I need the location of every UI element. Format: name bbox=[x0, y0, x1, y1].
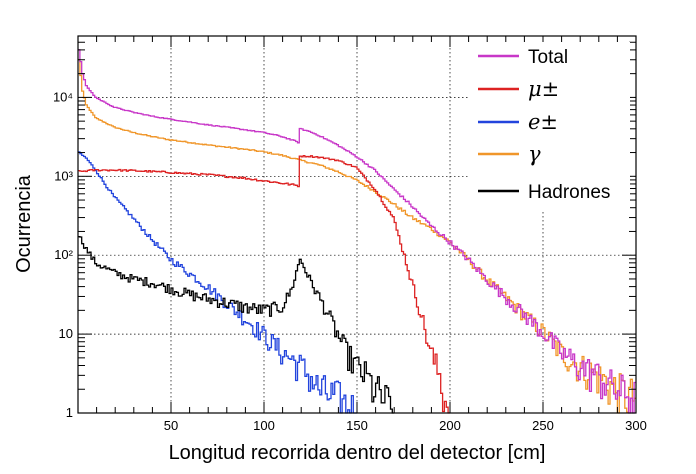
legend: Total μ± e± γ Hadrones bbox=[470, 42, 630, 212]
legend-label: μ± bbox=[528, 77, 559, 101]
x-tick-label: 300 bbox=[625, 418, 647, 433]
x-axis-title: Longitud recorrida dentro del detector [… bbox=[169, 442, 546, 464]
series-line bbox=[78, 59, 636, 414]
axis-tick-labels: 50 100 150 200 250 300 1 10 10² 10³ 10⁴ bbox=[53, 89, 647, 433]
legend-label: Total bbox=[528, 47, 568, 68]
y-tick-label: 10 bbox=[59, 326, 73, 341]
series-line bbox=[78, 154, 450, 414]
x-tick-label: 200 bbox=[439, 418, 461, 433]
x-tick-label: 50 bbox=[164, 418, 178, 433]
y-tick-label: 1 bbox=[66, 405, 73, 420]
legend-label: γ bbox=[528, 142, 541, 166]
x-tick-label: 150 bbox=[346, 418, 368, 433]
legend-label: Hadrones bbox=[528, 182, 610, 203]
y-tick-label: 10² bbox=[54, 247, 73, 262]
series-line bbox=[78, 236, 395, 414]
y-tick-label: 10³ bbox=[54, 168, 73, 183]
legend-box bbox=[470, 42, 630, 212]
grid-lines bbox=[78, 36, 637, 413]
y-tick-label: 10⁴ bbox=[53, 89, 73, 104]
series-line bbox=[78, 49, 636, 414]
x-tick-label: 250 bbox=[532, 418, 554, 433]
y-axis-title: Ocurrencia bbox=[13, 174, 35, 273]
plot-series bbox=[78, 49, 636, 414]
x-tick-label: 100 bbox=[253, 418, 275, 433]
legend-label: e± bbox=[528, 110, 558, 134]
